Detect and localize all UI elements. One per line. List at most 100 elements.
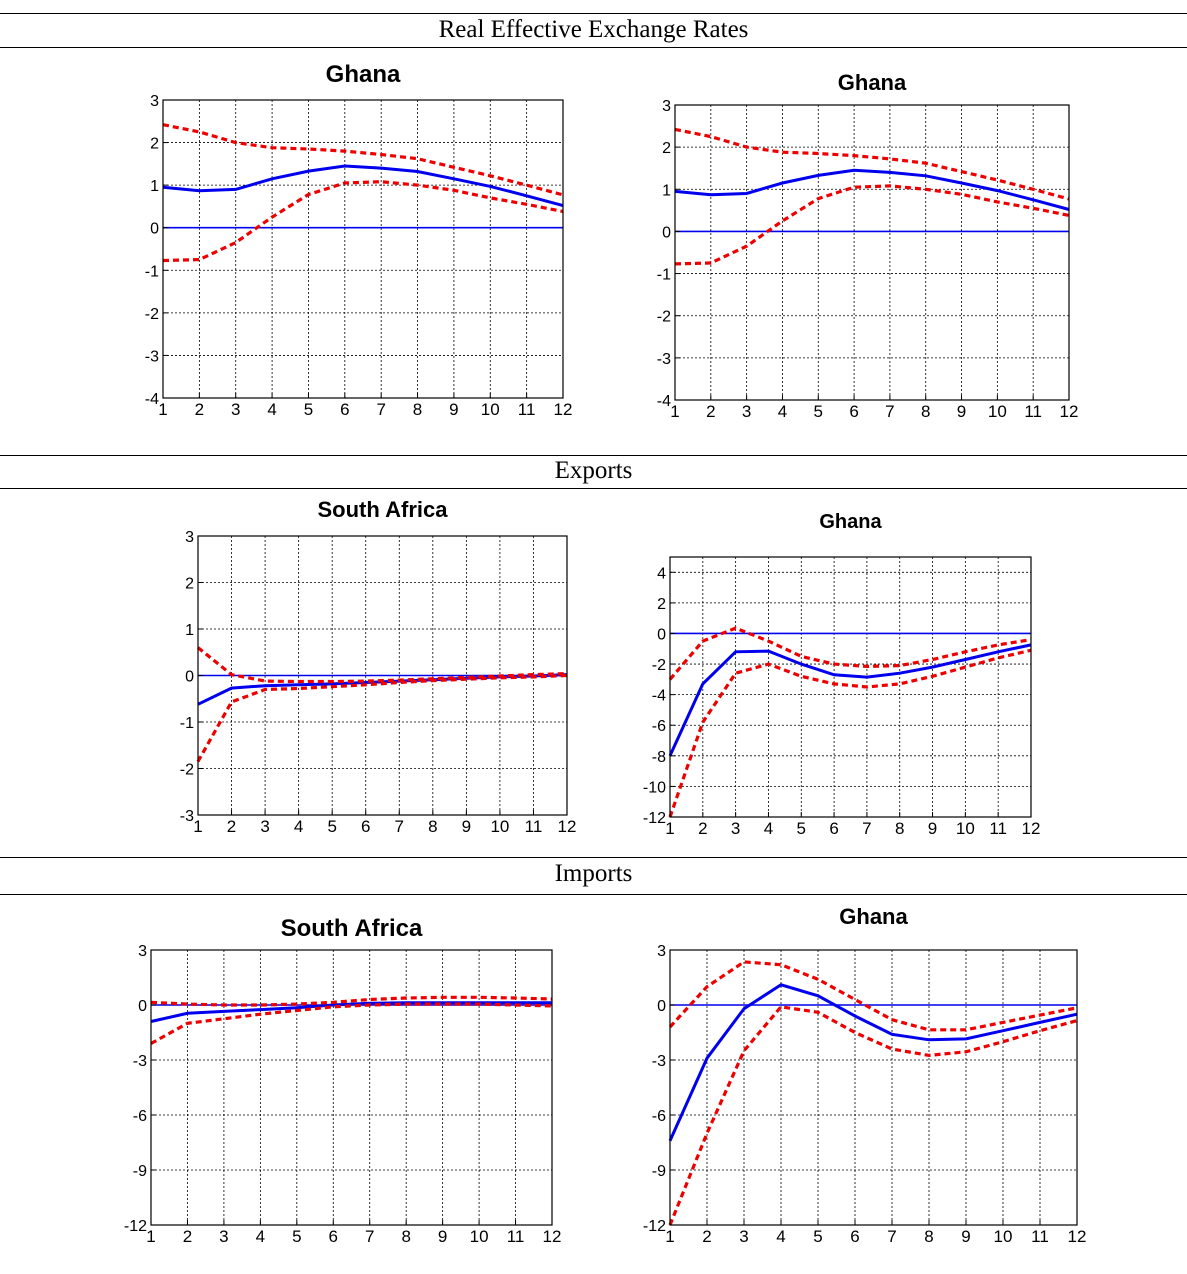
y-tick-label: -1 — [657, 267, 671, 284]
y-tick-label: -3 — [652, 1053, 666, 1070]
series-upper-band-line — [668, 960, 1078, 1032]
x-tick-label: 9 — [462, 817, 471, 836]
x-tick-label: 4 — [294, 817, 303, 836]
section-title-reer: Real Effective Exchange Rates — [438, 16, 749, 43]
x-tick-label: 5 — [813, 1227, 822, 1246]
x-tick-label: 2 — [698, 819, 707, 838]
y-tick-label: 3 — [662, 98, 671, 115]
rule-imports-top — [0, 857, 1187, 858]
y-tick-label: -6 — [652, 718, 666, 735]
chart-title: Ghana — [839, 904, 908, 929]
x-tick-label: 1 — [146, 1227, 155, 1246]
x-tick-label: 11 — [1024, 402, 1042, 421]
x-tick-label: 5 — [327, 817, 336, 836]
y-tick-label: -9 — [652, 1163, 666, 1180]
chart-title: South Africa — [281, 915, 423, 942]
x-tick-label: 1 — [665, 819, 674, 838]
x-tick-label: 2 — [183, 1227, 192, 1246]
x-tick-label: 11 — [507, 1227, 525, 1246]
y-tick-label: -12 — [124, 1218, 147, 1235]
chart-title: South Africa — [318, 497, 449, 522]
x-tick-label: 8 — [413, 400, 422, 419]
x-tick-label: 11 — [1031, 1227, 1049, 1246]
rule-exports-top — [0, 455, 1187, 456]
plot-frame — [669, 556, 1032, 818]
x-tick-label: 1 — [665, 1227, 674, 1246]
x-tick-label: 7 — [395, 817, 404, 836]
x-tick-label: 6 — [329, 1227, 338, 1246]
series-lower-band-line — [150, 1002, 553, 1045]
x-tick-label: 3 — [260, 817, 269, 836]
series-response-line — [674, 168, 1070, 211]
plot-frame — [162, 99, 564, 399]
x-tick-label: 6 — [340, 400, 349, 419]
x-tick-label: 3 — [231, 400, 240, 419]
x-tick-label: 11 — [989, 819, 1007, 838]
x-tick-label: 9 — [957, 402, 966, 421]
y-tick-label: -10 — [643, 779, 666, 796]
x-tick-label: 12 — [543, 1227, 562, 1246]
y-tick-label: 1 — [150, 178, 159, 195]
x-tick-label: 8 — [921, 402, 930, 421]
rule-exports — [0, 488, 1187, 489]
y-tick-label: -6 — [652, 1108, 666, 1125]
x-tick-label: 6 — [849, 402, 858, 421]
x-tick-label: 7 — [885, 402, 894, 421]
chart-title: Ghana — [326, 61, 401, 88]
x-tick-label: 3 — [731, 819, 740, 838]
x-tick-label: 4 — [764, 819, 773, 838]
y-tick-label: 4 — [657, 565, 666, 582]
y-tick-label: 3 — [185, 529, 194, 546]
x-tick-label: 3 — [739, 1227, 748, 1246]
y-tick-label: -3 — [133, 1053, 147, 1070]
chart-title: Ghana — [819, 511, 882, 533]
y-tick-label: -2 — [652, 657, 666, 674]
series-response-line — [668, 643, 1032, 757]
series-upper-band-line — [674, 127, 1070, 201]
section-title-exports: Exports — [554, 457, 633, 484]
x-tick-label: 4 — [776, 1227, 785, 1246]
x-tick-label: 10 — [490, 817, 509, 836]
y-tick-label: -12 — [643, 810, 666, 827]
x-tick-label: 5 — [304, 400, 313, 419]
y-tick-label: -6 — [133, 1108, 147, 1125]
y-tick-label: -2 — [657, 309, 671, 326]
y-tick-label: -9 — [133, 1163, 147, 1180]
y-tick-label: 0 — [185, 669, 194, 686]
y-tick-label: -1 — [180, 715, 194, 732]
x-tick-label: 4 — [267, 400, 276, 419]
x-tick-label: 2 — [195, 400, 204, 419]
y-tick-label: -1 — [145, 263, 159, 280]
y-tick-label: -8 — [652, 749, 666, 766]
x-tick-label: 12 — [1068, 1227, 1087, 1246]
series-lower-band-line — [668, 648, 1032, 818]
y-tick-label: -3 — [180, 808, 194, 825]
y-tick-label: 0 — [657, 626, 666, 643]
x-tick-label: 2 — [706, 402, 715, 421]
section-title-imports: Imports — [554, 860, 633, 887]
x-tick-label: 12 — [558, 817, 577, 836]
x-tick-label: 9 — [449, 400, 458, 419]
x-tick-label: 9 — [928, 819, 937, 838]
x-tick-label: 8 — [924, 1227, 933, 1246]
series-lower-band-line — [196, 673, 568, 763]
x-tick-label: 1 — [670, 402, 679, 421]
x-tick-label: 10 — [956, 819, 975, 838]
plot-frame — [674, 104, 1070, 401]
y-tick-label: -4 — [657, 393, 671, 410]
x-tick-label: 5 — [814, 402, 823, 421]
series-lower-band-line — [162, 180, 564, 263]
y-tick-label: 0 — [150, 221, 159, 238]
series-upper-band-line — [150, 995, 553, 1007]
x-tick-label: 1 — [193, 817, 202, 836]
y-tick-label: 0 — [657, 998, 666, 1015]
series-response-line — [668, 983, 1078, 1142]
x-tick-label: 3 — [219, 1227, 228, 1246]
x-tick-label: 8 — [401, 1227, 410, 1246]
y-tick-label: 3 — [150, 93, 159, 110]
